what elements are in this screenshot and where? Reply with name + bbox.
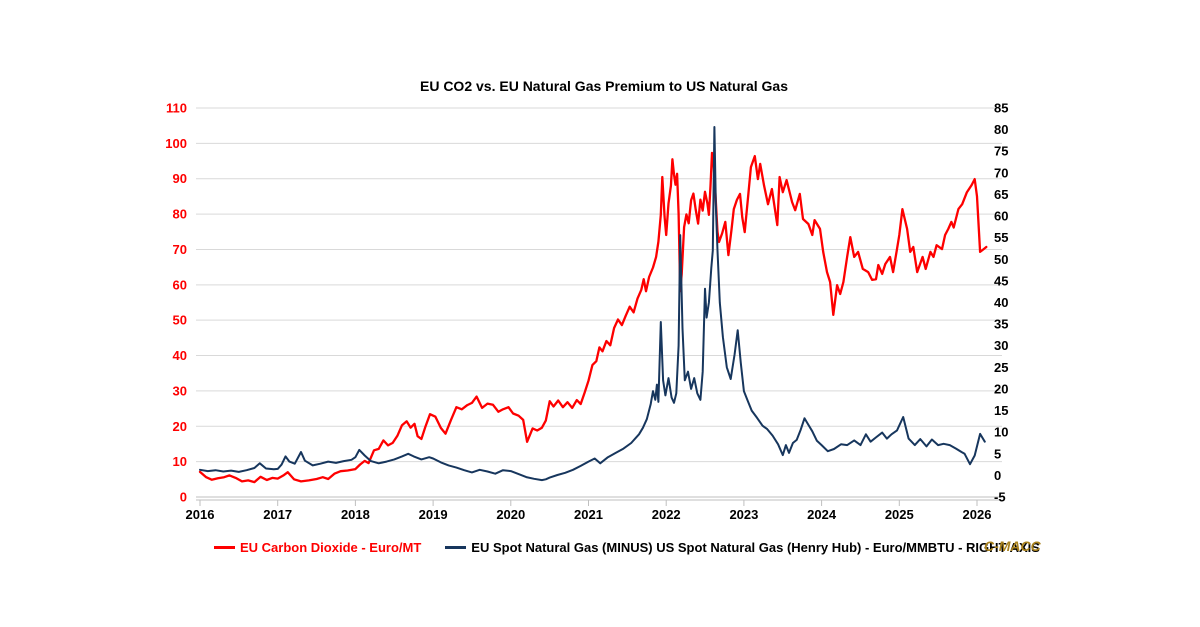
x-axis-tick-label: 2018 <box>341 507 370 522</box>
x-axis-tick-label: 2020 <box>496 507 525 522</box>
legend-label-co2: EU Carbon Dioxide - Euro/MT <box>240 540 422 555</box>
right-axis-tick-label: 20 <box>994 381 1008 396</box>
x-axis-tick-label: 2019 <box>419 507 448 522</box>
right-axis-tick-label: 25 <box>994 360 1008 375</box>
left-axis-tick-label: 40 <box>173 348 187 363</box>
x-axis-tick-label: 2023 <box>729 507 758 522</box>
left-axis-tick-label: 100 <box>165 136 187 151</box>
x-axis-tick-label: 2017 <box>263 507 292 522</box>
chart-legend: EU Carbon Dioxide - Euro/MT EU Spot Natu… <box>214 540 1040 555</box>
left-axis-tick-label: 20 <box>173 419 187 434</box>
right-axis-tick-label: 5 <box>994 446 1001 461</box>
right-axis-tick-label: 85 <box>994 101 1008 116</box>
right-axis-tick-label: 50 <box>994 252 1008 267</box>
right-axis-tick-label: 70 <box>994 165 1008 180</box>
x-axis-tick-label: 2025 <box>885 507 914 522</box>
left-axis-tick-label: 0 <box>180 490 187 505</box>
right-axis-tick-label: 65 <box>994 187 1008 202</box>
x-axis-tick-label: 2016 <box>186 507 215 522</box>
x-axis-tick-label: 2021 <box>574 507 603 522</box>
right-axis-tick-label: 30 <box>994 338 1008 353</box>
watermark-cmacc: C-MACC <box>984 538 1041 554</box>
right-axis-tick-label: -5 <box>994 490 1006 505</box>
legend-item-co2: EU Carbon Dioxide - Euro/MT <box>214 540 421 555</box>
left-axis-tick-label: 70 <box>173 242 187 257</box>
left-axis-tick-label: 90 <box>173 171 187 186</box>
left-axis-tick-label: 30 <box>173 383 187 398</box>
right-axis-tick-label: 35 <box>994 317 1008 332</box>
co2-price-line <box>198 151 988 484</box>
left-axis-tick-label: 80 <box>173 207 187 222</box>
left-axis-tick-label: 60 <box>173 277 187 292</box>
right-axis-tick-label: 55 <box>994 230 1008 245</box>
x-axis-tick-label: 2024 <box>807 507 837 522</box>
gas-line-swatch-icon <box>445 546 467 549</box>
right-axis-tick-label: 45 <box>994 273 1008 288</box>
right-axis-tick-label: 75 <box>994 144 1008 159</box>
left-axis-tick-label: 50 <box>173 313 187 328</box>
right-axis-tick-label: 60 <box>994 209 1008 224</box>
chart-title: EU CO2 vs. EU Natural Gas Premium to US … <box>419 78 788 94</box>
co2-line-swatch-icon <box>214 546 235 549</box>
gas-premium-line <box>199 126 986 482</box>
right-axis-tick-label: 15 <box>994 403 1008 418</box>
x-axis-tick-label: 2026 <box>963 507 992 522</box>
right-axis-tick-label: 80 <box>994 122 1008 137</box>
x-axis-tick-label: 2022 <box>652 507 681 522</box>
left-axis-tick-label: 10 <box>173 454 187 469</box>
right-axis-tick-label: 40 <box>994 295 1008 310</box>
right-axis-tick-label: 10 <box>994 425 1008 440</box>
left-axis-tick-label: 110 <box>166 101 187 116</box>
legend-label-gas-premium: EU Spot Natural Gas (MINUS) US Spot Natu… <box>471 540 1040 555</box>
right-axis-tick-label: 0 <box>994 468 1001 483</box>
legend-item-gas-premium: EU Spot Natural Gas (MINUS) US Spot Natu… <box>445 540 1040 555</box>
